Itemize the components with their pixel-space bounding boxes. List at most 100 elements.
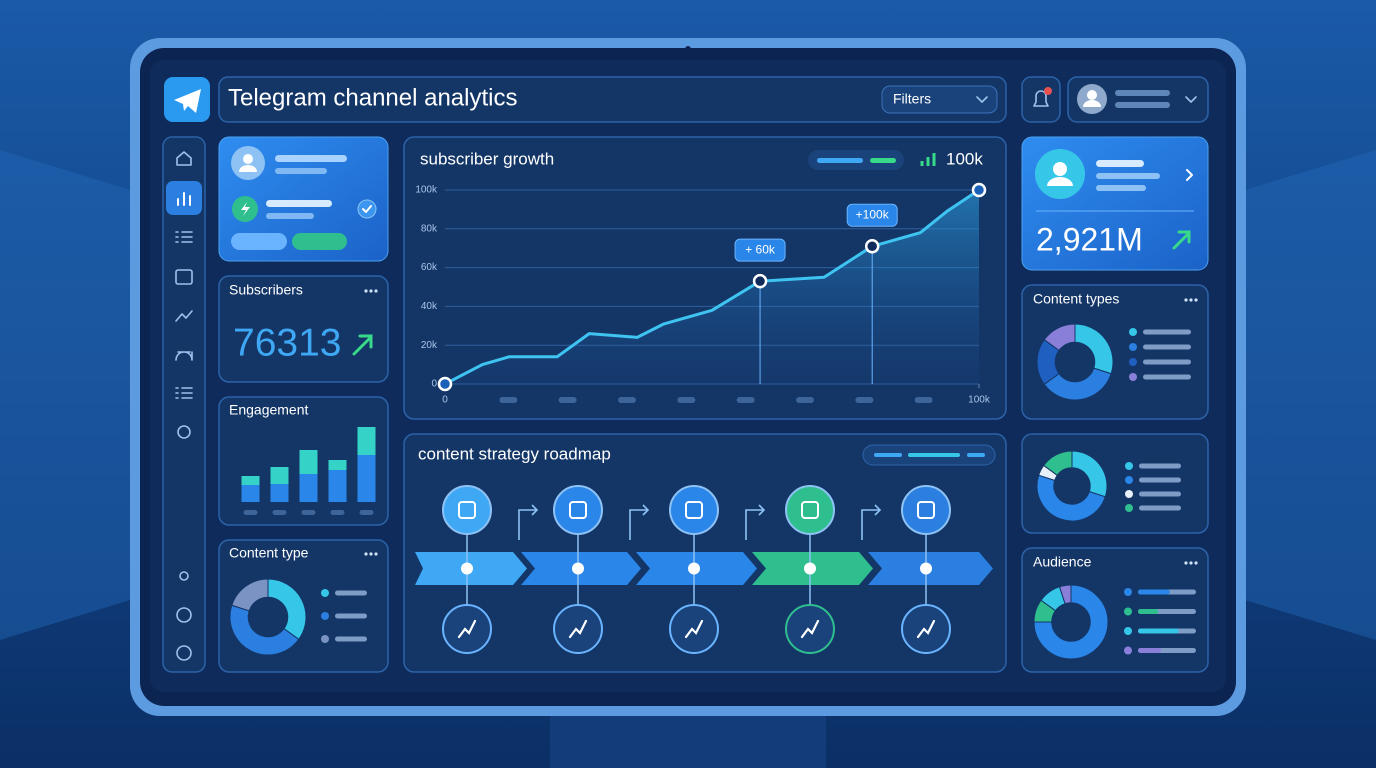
roadmap-arrow [745,504,766,540]
annotation-point [752,273,768,289]
x-axis-placeholder [677,397,696,403]
roadmap-title: content strategy roadmap [418,444,611,463]
donut-slice [1043,367,1112,401]
chart-title: Audience [1033,554,1092,570]
nav-help[interactable] [176,645,192,661]
button-placeholder[interactable] [231,233,287,250]
check [362,205,372,213]
filters-label: Filters [893,91,931,107]
legend-placeholder [1139,491,1181,497]
more-menu[interactable] [364,289,378,293]
bar-segment [299,474,318,502]
roadmap-icon-bottom [669,604,719,654]
donut-slice [1058,584,1072,605]
toolbar-pill [874,453,902,457]
more-menu-dot [1184,561,1188,565]
x-axis-placeholder [558,397,577,403]
donut-slice [229,604,300,656]
legend-swatch [1125,462,1133,470]
bar-segment [241,485,260,502]
roadmap-node [461,562,473,575]
donut-slice [1036,474,1106,522]
nav-trends[interactable] [175,310,193,322]
nav-home[interactable] [176,151,192,166]
card-title: Subscribers [229,282,303,298]
x-tick-placeholder [301,510,316,515]
x-axis-placeholder [736,397,755,403]
notification-badge [1044,87,1052,95]
more-menu-dot [1194,561,1198,565]
bell-icon [1033,90,1049,107]
avatar-body [1083,100,1101,107]
y-tick-label: 20k [421,340,438,351]
avatar-head [243,154,253,164]
progress-fill [1138,589,1170,595]
legend-swatch [1129,373,1137,381]
user-menu[interactable] [1067,76,1209,123]
donut-slice [1033,584,1109,660]
annotation-box [846,203,898,227]
nav-menu[interactable] [175,387,193,399]
legend-pill [870,158,896,163]
avatar-head [1053,162,1067,176]
header-bar [218,76,1007,123]
end-point [437,376,453,392]
nav-globe[interactable] [176,607,192,623]
more-menu-dot [1189,561,1193,565]
x-tick-placeholder [330,510,345,515]
filters-dropdown[interactable] [881,85,998,114]
legend-placeholder [1139,505,1181,511]
avatar-body [1047,177,1073,186]
chevron-right[interactable] [1186,169,1193,181]
avatar-head [1087,90,1097,100]
legend-placeholder [335,636,367,642]
chart-title: Engagement [229,402,309,418]
sidebar [162,136,206,673]
legend-swatch [321,612,329,620]
text-placeholder [1115,102,1170,108]
trend-arrow [1172,230,1191,250]
y-tick-label: 100k [415,185,438,196]
progress-fill [1138,648,1162,653]
more-menu-dot [1194,298,1198,302]
legend-placeholder [335,590,367,596]
bar-segment [357,455,376,502]
more-menu-dot [369,552,373,556]
nav-people[interactable] [175,351,193,361]
x-tick-label: 100k [968,395,991,406]
roadmap-glyph [801,501,819,519]
donut-slice [267,578,307,641]
legend-swatch [1129,358,1137,366]
roadmap-glyph [916,619,936,639]
roadmap-arrow [861,504,882,540]
legend-placeholder [1143,344,1191,350]
camera [685,46,691,52]
annotation-point [864,239,880,254]
end-point [971,182,987,198]
bar-segment [357,427,376,455]
nav-user[interactable] [179,571,189,581]
roadmap-steps [415,485,993,654]
roadmap-icon-bottom [901,604,951,654]
notifications[interactable] [1021,76,1061,123]
x-axis-placeholder [855,397,874,403]
donut-slice [1043,323,1076,352]
bg-wall [1245,150,1376,640]
progress-fill [1138,628,1179,634]
x-tick-placeholder [243,510,258,515]
button-placeholder[interactable] [292,233,347,250]
legend-swatch [1129,343,1137,351]
nav-analytics[interactable] [177,192,191,206]
nav-list[interactable] [175,231,193,243]
legend-swatch [1125,476,1133,484]
chart-title: subscriber growth [420,149,554,168]
nav-calendar[interactable] [175,269,193,285]
text-placeholder [266,200,332,207]
text-placeholder [275,155,347,162]
roadmap-arrow [518,504,539,540]
nav-settings[interactable] [177,425,191,439]
roadmap-node [688,562,700,575]
annotation-box [734,238,786,262]
